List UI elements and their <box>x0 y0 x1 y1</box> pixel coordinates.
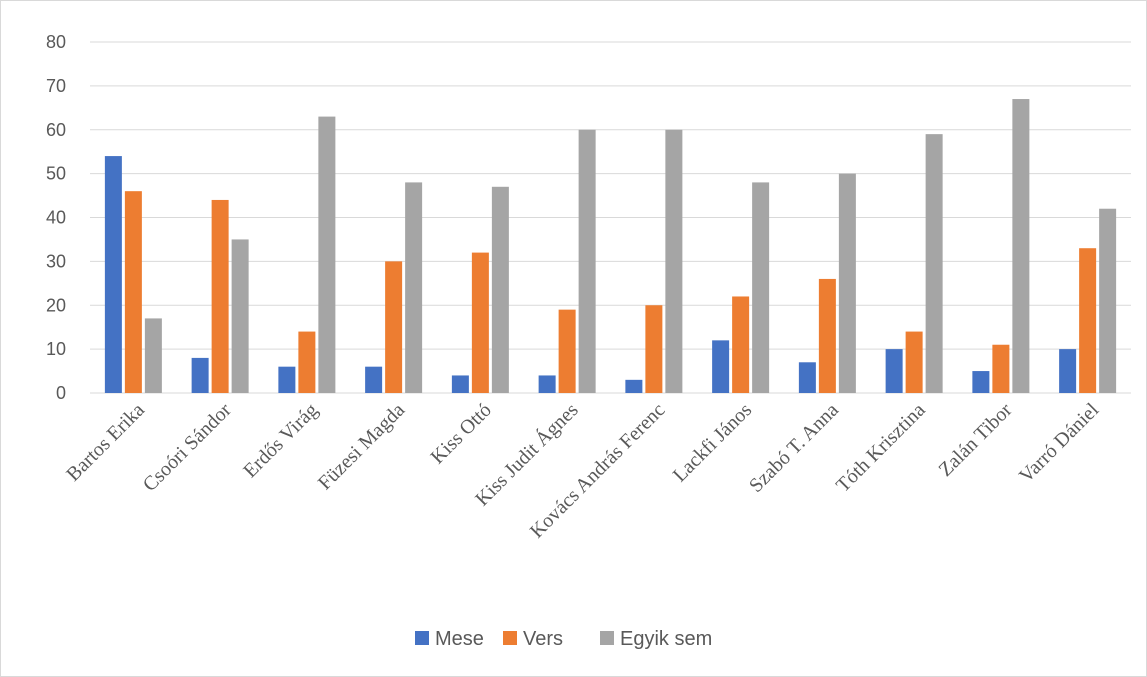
bar-vers-10 <box>992 344 1010 393</box>
bar-vers-2 <box>298 331 316 393</box>
bar-vers-9 <box>905 331 923 393</box>
bar-egyik-sem-11 <box>1099 208 1117 393</box>
bar-mese-0 <box>104 156 122 393</box>
bar-vers-4 <box>471 252 489 393</box>
x-category-label: Erdős Virág <box>239 399 322 482</box>
bar-egyik-sem-3 <box>405 182 423 393</box>
bar-egyik-sem-2 <box>318 116 336 394</box>
bar-mese-4 <box>451 375 469 393</box>
y-tick-label: 10 <box>46 339 66 359</box>
x-category-label: Kiss Ottó <box>427 399 496 468</box>
bar-egyik-sem-0 <box>144 318 162 393</box>
bar-vers-7 <box>732 296 750 393</box>
bar-mese-8 <box>798 362 816 393</box>
legend-label: Mese <box>435 628 484 650</box>
x-category-label: Csoóri Sándor <box>139 399 236 496</box>
bar-egyik-sem-8 <box>838 173 856 393</box>
bar-egyik-sem-10 <box>1012 99 1030 393</box>
legend: Mese Vers Egyik sem <box>415 628 712 650</box>
x-category-label: Szabó T. Anna <box>745 399 843 497</box>
bar-egyik-sem-9 <box>925 134 943 393</box>
x-category-label: Varró Dániel <box>1015 399 1104 488</box>
legend-swatch-egyik-sem <box>600 631 614 645</box>
x-category-label: Bartos Erika <box>62 399 149 486</box>
bar-mese-7 <box>712 340 730 393</box>
y-axis-ticks: 0 10 20 30 40 50 60 70 80 <box>46 32 66 403</box>
bar-mese-3 <box>365 366 383 393</box>
bar-vers-0 <box>124 191 142 393</box>
y-tick-label: 20 <box>46 295 66 315</box>
bar-mese-6 <box>625 379 643 393</box>
bar-vers-3 <box>385 261 403 393</box>
gridlines <box>90 41 1131 394</box>
bar-mese-1 <box>191 357 209 393</box>
bar-mese-2 <box>278 366 296 393</box>
x-category-label: Tóth Krisztina <box>832 399 930 497</box>
x-category-label: Lackfi János <box>669 399 757 487</box>
bar-mese-10 <box>972 371 990 393</box>
bar-vers-5 <box>558 309 576 393</box>
legend-label: Egyik sem <box>620 628 712 650</box>
y-tick-label: 70 <box>46 76 66 96</box>
bar-egyik-sem-5 <box>578 129 596 393</box>
legend-label: Vers <box>523 628 563 650</box>
bar-egyik-sem-7 <box>752 182 770 393</box>
bar-egyik-sem-1 <box>231 239 249 393</box>
bars <box>104 99 1117 394</box>
y-tick-label: 0 <box>56 383 66 403</box>
y-tick-label: 30 <box>46 251 66 271</box>
bar-vers-8 <box>818 278 836 393</box>
bar-vers-1 <box>211 199 229 393</box>
y-tick-label: 80 <box>46 32 66 52</box>
bar-vers-6 <box>645 305 663 393</box>
bar-egyik-sem-4 <box>491 186 509 393</box>
bar-vers-11 <box>1079 248 1097 393</box>
y-tick-label: 60 <box>46 120 66 140</box>
bar-mese-5 <box>538 375 556 393</box>
legend-swatch-vers <box>503 631 517 645</box>
bar-egyik-sem-6 <box>665 129 683 393</box>
x-category-label: Zalán Tibor <box>934 399 1016 481</box>
y-tick-label: 40 <box>46 208 66 228</box>
y-tick-label: 50 <box>46 164 66 184</box>
x-category-label: Füzesi Magda <box>314 399 409 494</box>
legend-swatch-mese <box>415 631 429 645</box>
bar-mese-9 <box>885 349 903 393</box>
bar-mese-11 <box>1059 349 1077 393</box>
